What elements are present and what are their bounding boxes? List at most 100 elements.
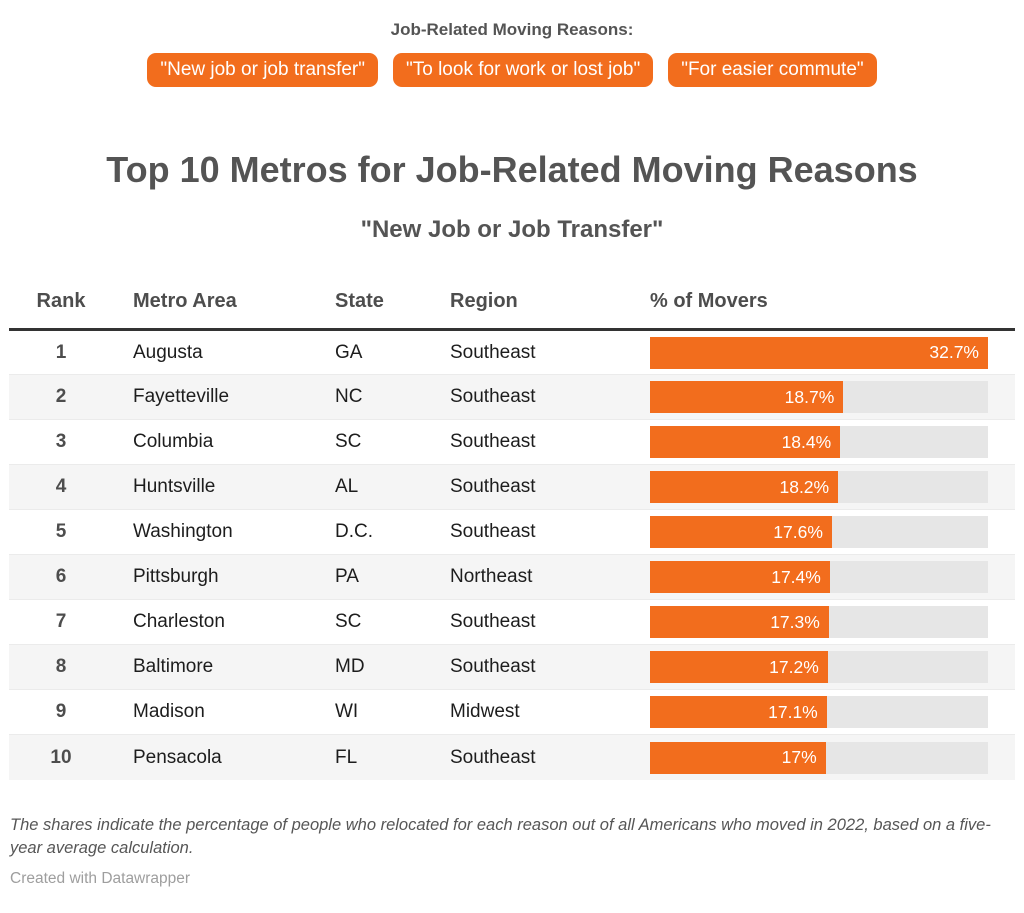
table-row: 6 Pittsburgh PA Northeast 17.4%: [9, 554, 1015, 600]
movers-percent-label: 17.1%: [768, 701, 818, 722]
metro-cell: Pittsburgh: [113, 554, 315, 600]
datawrapper-credit: Created with Datawrapper: [10, 870, 191, 888]
movers-percent-label: 17.4%: [771, 566, 821, 587]
pill-for-easier-commute[interactable]: "For easier commute": [668, 53, 877, 87]
metro-cell: Pensacola: [113, 734, 315, 780]
state-cell: SC: [315, 419, 430, 465]
movers-percent-label: 32.7%: [929, 342, 979, 363]
bar-track: 17.2%: [650, 651, 988, 684]
movers-bar: 18.7%: [650, 381, 844, 414]
pill-new-job-or-job-transfer[interactable]: "New job or job transfer": [147, 53, 378, 87]
bar-track: 17.1%: [650, 696, 988, 729]
region-cell: Southeast: [430, 599, 630, 645]
table-header-row: Rank Metro Area State Region % of Movers: [9, 290, 1015, 332]
bar-track: 18.2%: [650, 471, 988, 504]
state-cell: AL: [315, 464, 430, 510]
page-subtitle: "New Job or Job Transfer": [360, 216, 664, 244]
bar-track: 17.3%: [650, 606, 988, 639]
table-row: 5 Washington D.C. Southeast 17.6%: [9, 509, 1015, 555]
bar-track: 18.4%: [650, 426, 988, 459]
state-cell: PA: [315, 554, 430, 600]
movers-bar: 18.2%: [650, 471, 839, 504]
state-cell: GA: [335, 341, 363, 363]
metro-cell: Huntsville: [113, 464, 315, 510]
movers-bar-cell: 17.4%: [630, 554, 1015, 600]
movers-percent-label: 17.3%: [770, 611, 820, 632]
column-header-percent-of-movers: % of Movers: [630, 290, 1015, 332]
rank-cell: 10: [9, 734, 113, 780]
movers-bar: 17.6%: [650, 516, 832, 549]
movers-bar-cell: 17.2%: [630, 644, 1015, 690]
region-cell: Southeast: [430, 509, 630, 555]
movers-bar: 17.3%: [650, 606, 829, 639]
rank-cell: 3: [9, 419, 113, 465]
state-cell: D.C.: [315, 509, 430, 555]
movers-bar: 17.2%: [650, 651, 828, 684]
region-cell: Southeast: [430, 464, 630, 510]
movers-percent-label: 18.7%: [784, 386, 835, 407]
region-cell: Southeast: [430, 374, 630, 420]
movers-bar-cell: 17.3%: [630, 599, 1015, 645]
state-cell: MD: [315, 644, 430, 690]
region-cell: Southeast: [430, 644, 630, 690]
legend-heading: Job-Related Moving Reasons:: [390, 20, 634, 39]
metro-table: Rank Metro Area State Region % of Movers…: [9, 290, 1015, 780]
table-body: 1 Augusta GA Southeast 32.7% 2 Fayettevi…: [9, 330, 1015, 780]
movers-bar-cell: 17.6%: [630, 509, 1015, 555]
movers-bar: 17%: [650, 741, 826, 774]
movers-bar: 17.1%: [650, 696, 827, 729]
metro-cell: Madison: [113, 689, 315, 735]
pill-to-look-for-work-or-lost-job[interactable]: "To look for work or lost job": [393, 53, 654, 87]
rank-cell: 6: [9, 554, 113, 600]
state-cell: NC: [315, 374, 430, 420]
metro-cell: Fayetteville: [113, 374, 315, 420]
bar-track: 17.6%: [650, 516, 988, 549]
table-row: 10 Pensacola FL Southeast 17%: [9, 734, 1015, 780]
movers-percent-label: 17.2%: [769, 656, 819, 677]
movers-bar-cell: 17%: [630, 734, 1015, 780]
table-row: 4 Huntsville AL Southeast 18.2%: [9, 464, 1015, 510]
movers-bar: 18.4%: [650, 426, 841, 459]
movers-bar-cell: 17.1%: [630, 689, 1015, 735]
metro-cell: Augusta: [133, 341, 203, 363]
state-cell: SC: [315, 599, 430, 645]
state-cell: FL: [315, 734, 430, 780]
bar-track: 17.4%: [650, 561, 988, 594]
movers-percent-label: 17.6%: [773, 521, 823, 542]
bar-track: 17%: [650, 741, 988, 774]
region-cell: Southeast: [450, 341, 536, 363]
metro-cell: Washington: [113, 509, 315, 555]
bar-track: 18.7%: [650, 381, 988, 414]
movers-percent-label: 17%: [781, 747, 817, 768]
region-cell: Midwest: [430, 689, 630, 735]
movers-bar-cell: 18.2%: [630, 464, 1015, 510]
movers-bar: 17.4%: [650, 561, 830, 594]
rank-cell: 1: [55, 341, 67, 363]
table-row: 1 Augusta GA Southeast 32.7%: [9, 330, 1015, 375]
rank-cell: 2: [9, 374, 113, 420]
footnote: The shares indicate the percentage of pe…: [10, 815, 991, 857]
column-header-state: State: [315, 290, 430, 332]
rank-cell: 7: [9, 599, 113, 645]
metro-cell: Charleston: [113, 599, 315, 645]
column-header-region: Region: [430, 290, 630, 332]
rank-cell: 8: [9, 644, 113, 690]
movers-bar-cell: 32.7%: [630, 330, 1015, 375]
table-row: 9 Madison WI Midwest 17.1%: [9, 689, 1015, 735]
movers-percent-label: 18.4%: [781, 431, 832, 452]
page-title: Top 10 Metros for Job-Related Moving Rea…: [106, 149, 918, 190]
region-cell: Southeast: [430, 734, 630, 780]
region-cell: Northeast: [430, 554, 630, 600]
bar-track: 32.7%: [650, 336, 988, 369]
column-header-metro-area: Metro Area: [113, 290, 315, 332]
metro-cell: Columbia: [113, 419, 315, 465]
region-cell: Southeast: [430, 419, 630, 465]
table-row: 8 Baltimore MD Southeast 17.2%: [9, 644, 1015, 690]
movers-bar: 32.7%: [650, 336, 988, 369]
table-row: 2 Fayetteville NC Southeast 18.7%: [9, 374, 1015, 420]
movers-bar-cell: 18.4%: [630, 419, 1015, 465]
metro-cell: Baltimore: [113, 644, 315, 690]
movers-percent-label: 18.2%: [779, 476, 830, 497]
column-header-rank: Rank: [9, 290, 113, 332]
